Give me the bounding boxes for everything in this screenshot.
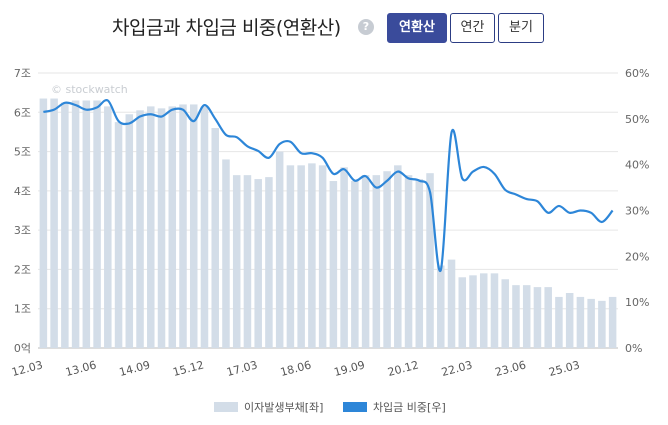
bar [125, 114, 134, 348]
bar [361, 175, 370, 348]
y-right-tick-label: 40% [625, 159, 649, 172]
x-tick-label: 23.06 [494, 358, 528, 379]
bar [372, 175, 381, 348]
x-tick-label: 13.06 [64, 358, 98, 379]
y-right-tick-label: 30% [625, 205, 649, 218]
bar [114, 122, 123, 348]
chart-header: 차입금과 차입금 비중(연환산) ? 연환산 연간 분기 [0, 0, 668, 60]
bar [404, 175, 413, 348]
bar [232, 175, 241, 348]
bar [576, 296, 585, 348]
bar [351, 181, 359, 348]
bar [522, 285, 531, 348]
x-tick-label: 25.03 [547, 358, 581, 379]
bar [265, 177, 273, 348]
bar [189, 104, 198, 348]
bar [136, 110, 144, 348]
bar [254, 179, 262, 348]
bar [211, 128, 219, 348]
legend-label-debt: 이자발생부채[좌] [244, 401, 324, 414]
bar [157, 108, 166, 348]
bar [565, 293, 574, 348]
y-left-tick-label: 1조 [14, 303, 31, 316]
bar [39, 98, 48, 349]
bar [501, 279, 509, 348]
legend-item-debt[interactable]: 이자발생부채[좌] [214, 399, 323, 415]
x-tick-label: 18.06 [279, 358, 313, 379]
bar [168, 106, 177, 348]
ratio-line [43, 99, 614, 272]
bar [340, 167, 348, 348]
chart-legend: 이자발생부채[좌] 차입금 비중[우] [214, 399, 462, 415]
bar [479, 273, 488, 348]
x-tick-label: 20.12 [386, 358, 420, 379]
bar [544, 287, 552, 348]
bar [200, 106, 209, 348]
legend-swatch-line [342, 402, 367, 412]
bar [447, 259, 456, 348]
y-right-tick-label: 60% [625, 67, 649, 80]
y-left-tick-label: 2조 [14, 263, 31, 276]
bar [512, 285, 520, 348]
bar [469, 275, 477, 348]
bar [104, 106, 112, 348]
x-tick-label: 15.12 [171, 358, 205, 379]
y-left-tick-label: 5조 [14, 146, 31, 159]
x-tick-label: 22.03 [440, 358, 474, 379]
y-right-tick-label: 50% [625, 113, 649, 126]
y-left-tick-label: 0억 [14, 342, 31, 355]
bar [50, 98, 58, 349]
bar [555, 296, 563, 348]
bar [308, 163, 316, 348]
bar [426, 173, 434, 348]
annualized-button[interactable]: 연환산 [387, 13, 447, 43]
legend-label-ratio: 차입금 비중[우] [372, 401, 446, 414]
chart-title: 차입금과 차입금 비중(연환산) [112, 17, 341, 39]
bar [394, 165, 402, 348]
bar [329, 181, 338, 348]
x-tick-label: 12.03 [10, 358, 44, 379]
x-tick-label: 17.03 [225, 358, 259, 379]
bar [587, 298, 595, 348]
bar [383, 171, 391, 348]
bar [297, 165, 305, 348]
x-tick-label: 14.09 [118, 358, 152, 379]
legend-item-ratio[interactable]: 차입금 비중[우] [342, 399, 446, 415]
yearly-button[interactable]: 연간 [450, 13, 495, 43]
y-left-tick-label: 6조 [14, 106, 31, 119]
quarterly-button[interactable]: 분기 [498, 13, 544, 43]
bar [179, 104, 187, 348]
bar [275, 151, 284, 348]
y-right-tick-label: 0% [625, 342, 642, 355]
bar [490, 273, 499, 348]
bar [608, 296, 617, 348]
bar [318, 165, 327, 348]
bar [458, 277, 467, 348]
y-left-tick-label: 4조 [14, 185, 31, 198]
bar [147, 106, 155, 348]
legend-swatch-bar [214, 402, 238, 412]
bar [415, 179, 424, 348]
borrowings-chart: 0억 1조 2조 3조 4조 5조 6조 7조 0% 10% 20% 30% 40% 50% 60% © st… [10, 67, 649, 379]
watermark-text: © stockwatch [51, 83, 128, 96]
bar [82, 100, 91, 348]
x-tick-label: 19.09 [333, 358, 367, 379]
bar [222, 159, 230, 348]
y-right-tick-label: 10% [625, 296, 649, 309]
bar [533, 287, 542, 348]
bar [93, 100, 101, 348]
y-left-tick-label: 3조 [14, 224, 31, 237]
bar [437, 265, 445, 348]
bar [598, 300, 606, 348]
y-right-tick-label: 20% [625, 250, 649, 263]
help-icon[interactable]: ? [358, 19, 374, 35]
bar [71, 100, 80, 348]
bar [61, 102, 69, 348]
bar [243, 175, 252, 348]
bar [286, 165, 295, 348]
y-left-tick-label: 7조 [14, 67, 31, 80]
